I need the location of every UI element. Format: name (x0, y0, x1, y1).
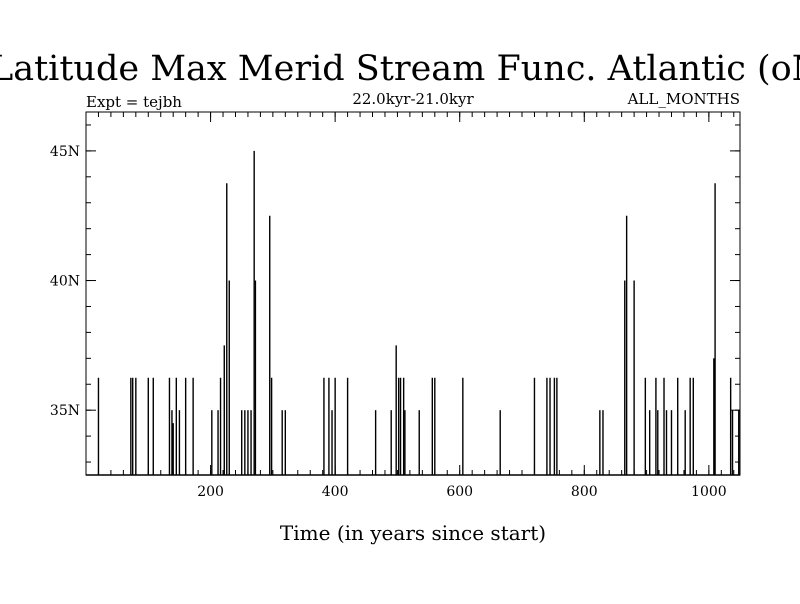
tick-labels: 200 400 600 800 1000 35N 40N 45N (50, 144, 727, 500)
y-tick-label: 35N (50, 403, 80, 419)
series-group (97, 150, 740, 475)
x-tick-label: 800 (571, 484, 598, 500)
subtitle-left: Expt = tejbh (86, 93, 182, 111)
x-tick-label: 600 (446, 484, 473, 500)
x-tick-label: 200 (197, 484, 224, 500)
y-tick-label: 40N (50, 274, 80, 290)
x-axis-label: Time (in years since start) (280, 521, 546, 545)
plot-frame (85, 111, 741, 476)
x-tick-label: 400 (322, 484, 349, 500)
minor-ticks (86, 112, 740, 475)
major-ticks (86, 112, 740, 475)
chart-title: Latitude Max Merid Stream Func. Atlantic… (0, 49, 800, 89)
subtitle-center: 22.0kyr-21.0kyr (352, 90, 474, 108)
x-tick-label: 1000 (691, 484, 727, 500)
y-tick-label: 45N (50, 144, 80, 160)
subtitle-right: ALL_MONTHS (627, 90, 740, 108)
